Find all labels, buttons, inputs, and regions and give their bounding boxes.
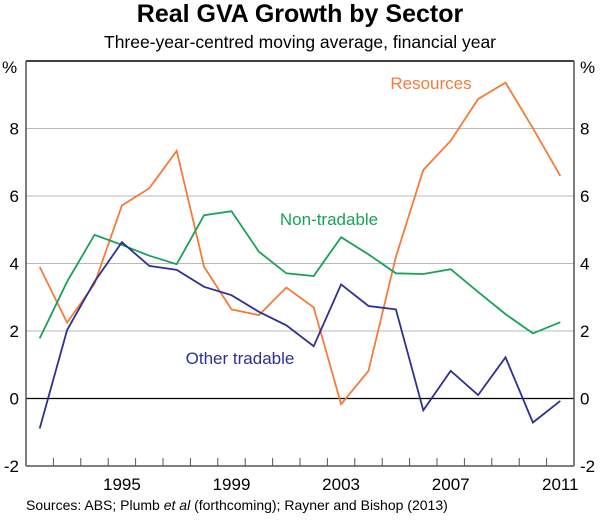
series-label-resources: Resources <box>390 74 471 93</box>
y-tick-label-left: 6 <box>10 187 19 206</box>
y-tick-label-right: 0 <box>580 390 589 409</box>
chart-subtitle: Three-year-centred moving average, finan… <box>104 32 496 52</box>
series-label-other-tradable: Other tradable <box>186 349 295 368</box>
y-tick-label-right: 2 <box>580 322 589 341</box>
series-lines <box>38 81 562 429</box>
source-italic: et al <box>163 497 191 513</box>
series-line-non-tradable <box>38 210 561 339</box>
y-tick-label-right: 8 <box>580 120 589 139</box>
y-tick-label-left: 0 <box>10 390 19 409</box>
series-line-resources <box>38 81 562 407</box>
axes <box>25 60 575 467</box>
chart-title: Real GVA Growth by Sector <box>136 0 464 28</box>
gridlines <box>26 128 574 332</box>
x-tick-label: 2011 <box>542 475 579 494</box>
x-tick-label: 1995 <box>103 475 141 494</box>
y-tick-label-left: 4 <box>10 255 19 274</box>
series-line-other-tradable <box>38 240 561 429</box>
y-tick-label-right: 6 <box>580 187 589 206</box>
tick-labels: -2 -2 0 0 2 2 4 4 6 6 8 8% % 1995 1999 2003 2007 2011 <box>2 58 595 494</box>
y-unit-label-right: % <box>580 58 595 77</box>
y-tick-label-right: -2 <box>580 457 595 476</box>
y-tick-label-left: 2 <box>10 322 19 341</box>
x-tick-label: 1999 <box>213 475 251 494</box>
y-unit-label-left: % <box>2 58 17 77</box>
x-tick-label: 2003 <box>322 475 360 494</box>
y-tick-label-right: 4 <box>580 255 589 274</box>
source-suffix: (forthcoming); Rayner and Bishop (2013) <box>190 497 448 513</box>
x-tick-label: 2007 <box>432 475 470 494</box>
y-tick-label-left: 8 <box>10 120 19 139</box>
y-tick-label-left: -2 <box>4 457 19 476</box>
series-label-non-tradable: Non-tradable <box>280 210 378 229</box>
source-note: Sources: ABS; Plumb et al (forthcoming);… <box>26 497 448 513</box>
series-labels: Resources Non-tradable Other tradable <box>186 74 472 368</box>
source-prefix: Sources: ABS; Plumb <box>26 497 164 513</box>
